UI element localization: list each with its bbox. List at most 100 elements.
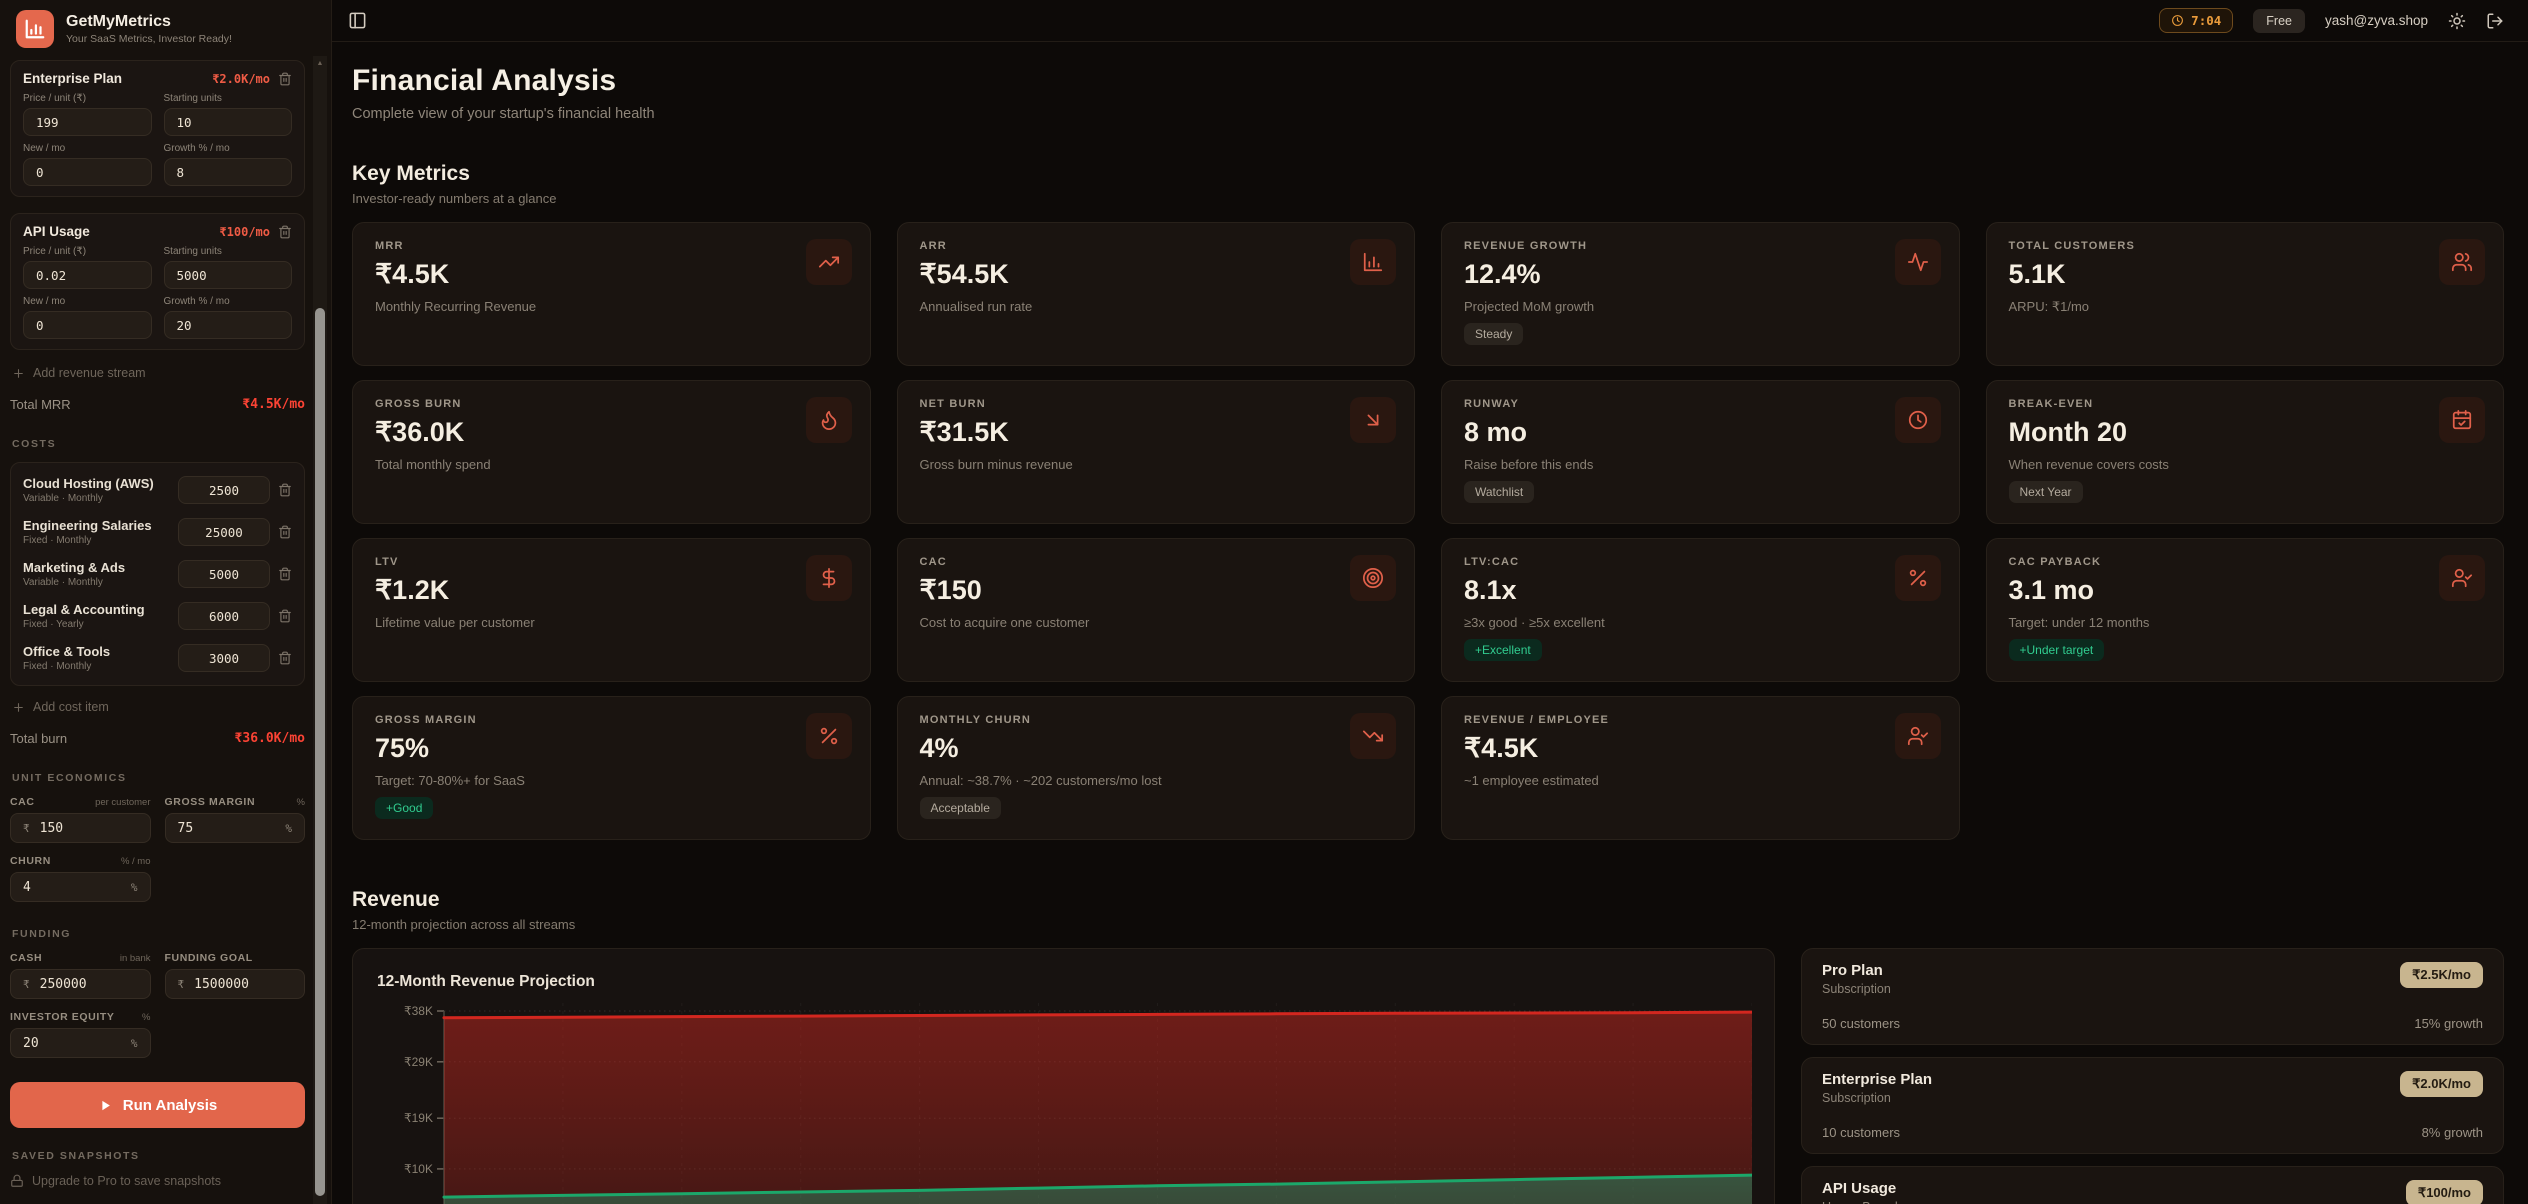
delete-stream-button[interactable]	[278, 225, 292, 239]
metric-value: 75%	[375, 733, 430, 763]
sidebar-scrollbar-thumb[interactable]	[315, 308, 325, 1196]
delete-cost-button[interactable]	[278, 483, 292, 497]
cac-hint: per customer	[95, 797, 151, 808]
scrollbar-up-arrow-icon[interactable]: ▲	[316, 60, 324, 67]
cost-item-row: Engineering Salaries Fixed · Monthly 25000	[23, 511, 292, 553]
content: Financial Analysis Complete view of your…	[332, 42, 2528, 1204]
add-cost-item-button[interactable]: Add cost item	[12, 700, 305, 714]
metric-badge: Watchlist	[1464, 481, 1535, 503]
metric-desc: Annualised run rate	[919, 299, 1033, 314]
total-mrr-value: ₹4.5K/mo	[242, 397, 305, 412]
sidebar-toggle-button[interactable]	[348, 11, 367, 30]
cash-label: CASH	[10, 952, 43, 964]
logout-button[interactable]	[2486, 12, 2504, 30]
funding-header: FUNDING	[12, 928, 72, 940]
costs-card: Cloud Hosting (AWS) Variable · Monthly 250…	[10, 462, 305, 686]
trash-icon	[279, 609, 291, 623]
metric-value: Month 20	[2008, 417, 2128, 447]
metric-card: MRR ₹4.5K Monthly Recurring Revenue	[352, 222, 871, 366]
upgrade-note: Upgrade to Pro to save snapshots	[10, 1174, 305, 1188]
stream-field-input[interactable]: 0	[23, 311, 152, 339]
percent-icon	[1909, 569, 1926, 587]
metric-value: ₹54.5K	[919, 259, 1009, 289]
delete-cost-button[interactable]	[278, 567, 292, 581]
metric-value: ₹36.0K	[375, 417, 465, 447]
investor-equity-input[interactable]: 20 %	[10, 1028, 151, 1058]
users-icon	[2451, 252, 2473, 272]
churn-input[interactable]: 4 %	[10, 872, 151, 902]
user-email: yash@zyva.shop	[2324, 13, 2428, 28]
delete-cost-button[interactable]	[278, 651, 292, 665]
stream-summary-name: API Usage	[1822, 1180, 1897, 1197]
metric-label: MRR	[375, 240, 404, 252]
stream-name: API Usage	[23, 224, 90, 239]
trash-icon	[279, 483, 291, 497]
field-label: Price / unit (₹)	[23, 246, 87, 257]
stream-summary-growth: 15% growth	[2414, 1016, 2483, 1031]
metric-icon-chip	[2439, 555, 2485, 601]
cost-amount-input[interactable]: 6000	[178, 602, 270, 630]
field-label: Growth % / mo	[163, 143, 230, 154]
clock-icon	[2172, 15, 2184, 26]
sidebar: GetMyMetrics Your SaaS Metrics, Investor…	[0, 0, 332, 1204]
trash-icon	[279, 225, 291, 238]
stream-field-input[interactable]: 8	[163, 158, 292, 186]
key-metrics-subtitle: Investor-ready numbers at a glance	[352, 191, 557, 206]
cost-amount-input[interactable]: 2500	[178, 476, 270, 504]
metric-card: ARR ₹54.5K Annualised run rate	[896, 222, 1415, 366]
stream-summary-card: Pro Plan Subscription 50 customers 15% grow…	[1801, 948, 2504, 1045]
revenue-stream-card: Enterprise Plan ₹2.0K/mo Price / unit (₹) 1…	[10, 60, 305, 197]
stream-field-input[interactable]: 5000	[163, 261, 292, 289]
metric-icon-chip	[1894, 713, 1941, 759]
stream-field-input[interactable]: 0.02	[23, 261, 152, 289]
metric-badge: +Excellent	[1464, 639, 1542, 661]
revenue-projection-chart: ₹38K ₹29K ₹19K ₹10K	[404, 1003, 1752, 1204]
theme-toggle-button[interactable]	[2448, 12, 2466, 30]
stream-summary-card: Enterprise Plan Subscription 10 customers 8…	[1801, 1057, 2504, 1154]
total-mrr-label: Total MRR	[10, 397, 71, 412]
metric-card: NET BURN ₹31.5K Gross burn minus revenue	[896, 380, 1415, 524]
cash-input[interactable]: ₹ 250000	[10, 969, 151, 999]
metric-desc: Target: under 12 months	[2008, 615, 2150, 630]
stream-summary-name: Pro Plan	[1822, 962, 1883, 979]
add-revenue-stream-button[interactable]: Add revenue stream	[12, 366, 305, 380]
trending-down-icon	[1362, 730, 1384, 742]
metric-icon-chip	[1350, 713, 1396, 759]
delete-stream-button[interactable]	[278, 72, 292, 86]
sidebar-header: GetMyMetrics Your SaaS Metrics, Investor…	[0, 0, 331, 58]
stream-field-input[interactable]: 199	[23, 108, 152, 136]
run-analysis-button[interactable]: Run Analysis	[10, 1082, 305, 1128]
page-title: Financial Analysis	[352, 64, 617, 97]
play-icon	[98, 1098, 113, 1113]
percent-icon	[820, 727, 837, 745]
gross-margin-input[interactable]: 75 %	[164, 813, 305, 843]
chart-column-icon	[25, 19, 45, 39]
target-icon	[1362, 567, 1384, 589]
funding-goal-input[interactable]: ₹ 1500000	[164, 969, 305, 999]
investor-equity-hint: %	[142, 1012, 151, 1023]
metric-label: CAC PAYBACK	[2008, 556, 2102, 568]
metric-badge: Acceptable	[919, 797, 1001, 819]
delete-cost-button[interactable]	[278, 525, 292, 539]
total-mrr-row: Total MRR ₹4.5K/mo	[10, 397, 305, 412]
cost-amount-input[interactable]: 25000	[178, 518, 270, 546]
metric-desc: Target: 70-80%+ for SaaS	[375, 773, 525, 788]
metric-card: GROSS MARGIN 75% Target: 70-80%+ for SaaS +…	[352, 696, 871, 840]
cost-amount-input[interactable]: 3000	[178, 644, 270, 672]
delete-cost-button[interactable]	[278, 609, 292, 623]
stream-field-input[interactable]: 0	[23, 158, 152, 186]
stream-field-input[interactable]: 10	[163, 108, 292, 136]
play-icon	[102, 1100, 110, 1110]
sidebar-scrollbar[interactable]: ▲	[313, 56, 327, 1204]
metric-icon-chip	[1894, 555, 1941, 601]
cost-item-row: Cloud Hosting (AWS) Variable · Monthly 250…	[23, 469, 292, 511]
sidebar-scroll-area: Enterprise Plan ₹2.0K/mo Price / unit (₹) 1…	[0, 58, 331, 1204]
cost-amount-input[interactable]: 5000	[178, 560, 270, 588]
metric-card: BREAK-EVEN Month 20 When revenue covers co…	[1985, 380, 2504, 524]
svg-text:₹10K: ₹10K	[404, 1162, 433, 1176]
metric-icon-chip	[805, 713, 852, 759]
metric-desc: Raise before this ends	[1464, 457, 1594, 472]
cost-name: Legal & Accounting	[23, 602, 145, 617]
cac-input[interactable]: ₹ 150	[10, 813, 151, 843]
stream-field-input[interactable]: 20	[163, 311, 292, 339]
